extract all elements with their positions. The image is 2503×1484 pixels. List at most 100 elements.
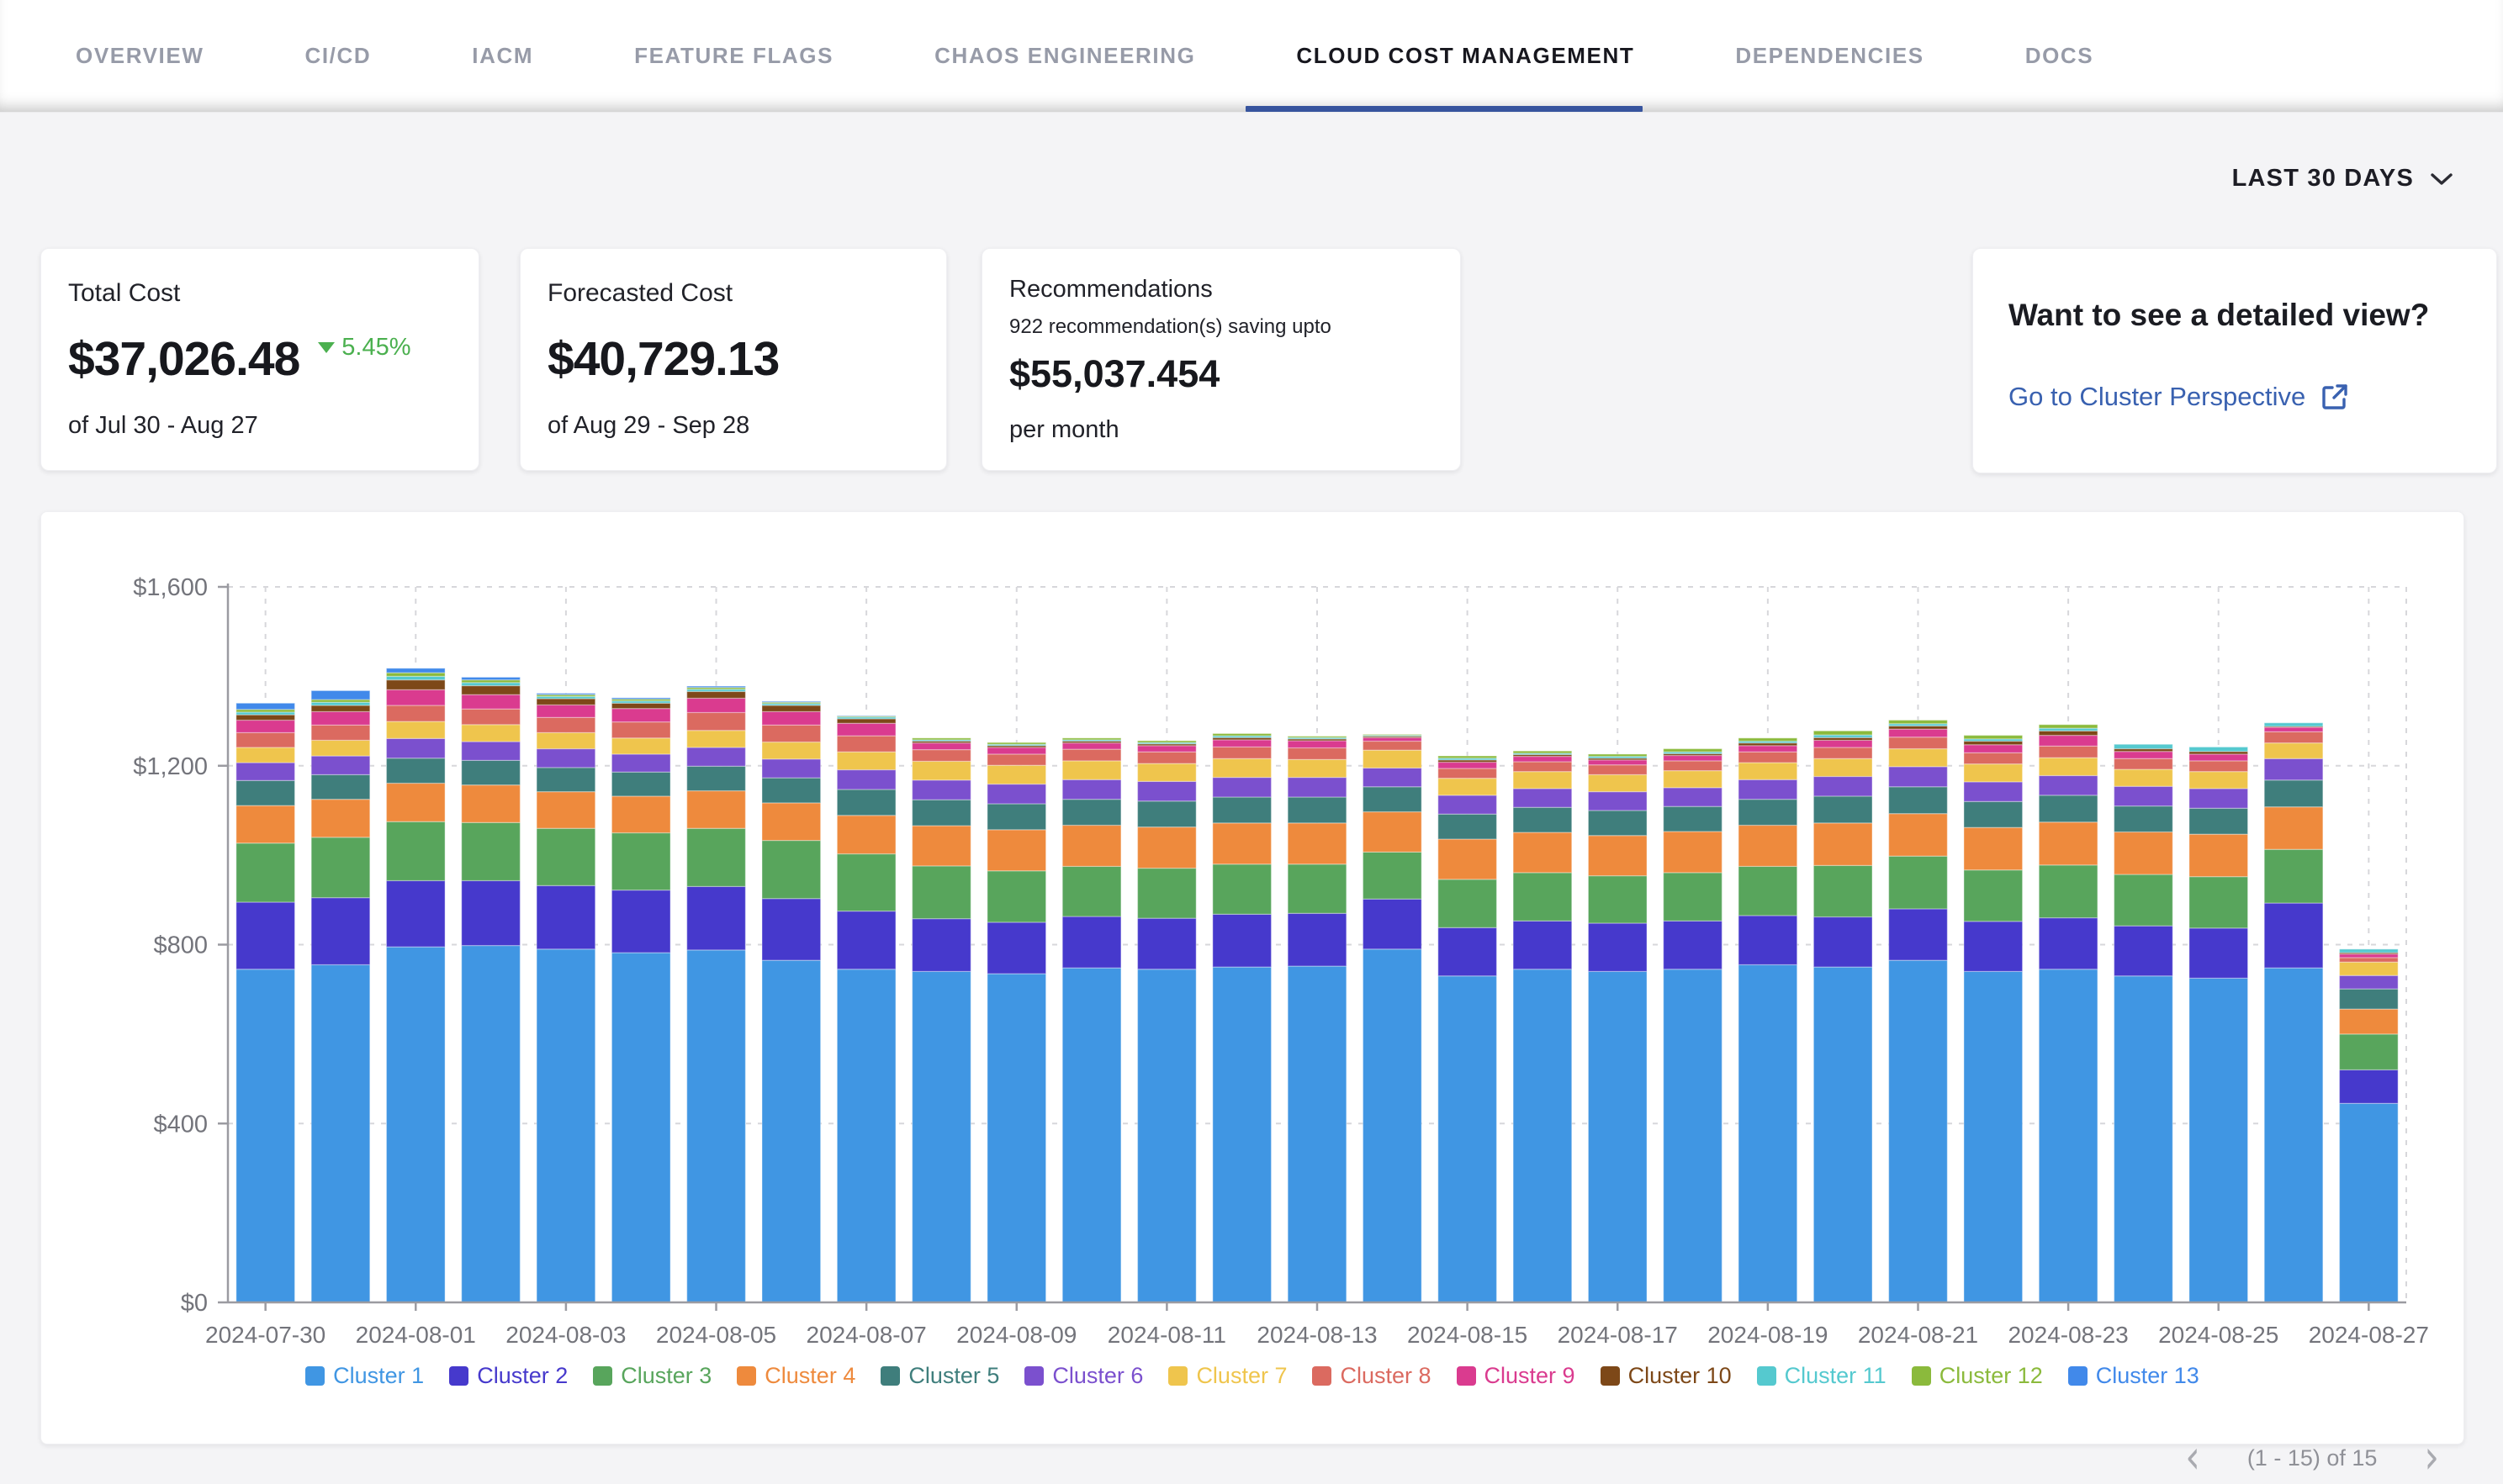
bar-segment[interactable]	[1363, 741, 1421, 750]
bar-segment[interactable]	[1363, 735, 1421, 736]
bar-segment[interactable]	[913, 919, 971, 972]
bar-segment[interactable]	[311, 756, 370, 774]
bar-segment[interactable]	[386, 821, 445, 880]
bar-segment[interactable]	[1363, 737, 1421, 741]
bar-segment[interactable]	[1964, 764, 2023, 782]
legend-item[interactable]: Cluster 5	[881, 1363, 999, 1389]
bar-segment[interactable]	[987, 784, 1046, 804]
bar-segment[interactable]	[1738, 825, 1797, 866]
bar-segment[interactable]	[1664, 921, 1722, 969]
bar-segment[interactable]	[1588, 754, 1647, 757]
bar-segment[interactable]	[1588, 811, 1647, 836]
bar-segment[interactable]	[1288, 741, 1347, 748]
bar-segment[interactable]	[1813, 865, 1872, 916]
bar-segment[interactable]	[1513, 772, 1572, 789]
bar-segment[interactable]	[1438, 762, 1497, 768]
tab-dependencies[interactable]: DEPENDENCIES	[1735, 0, 1924, 112]
bar-segment[interactable]	[1288, 823, 1347, 864]
bar-segment[interactable]	[2189, 928, 2248, 979]
bar-segment[interactable]	[837, 854, 896, 911]
bar-segment[interactable]	[2340, 962, 2399, 975]
bar-segment[interactable]	[2114, 769, 2173, 786]
bar-segment[interactable]	[762, 759, 821, 778]
bar-segment[interactable]	[236, 902, 295, 969]
bar-segment[interactable]	[1889, 737, 1948, 749]
bar-segment[interactable]	[2114, 786, 2173, 805]
legend-item[interactable]: Cluster 2	[449, 1363, 568, 1389]
bar-segment[interactable]	[1513, 789, 1572, 807]
bar-segment[interactable]	[2340, 1069, 2399, 1103]
bar-segment[interactable]	[236, 843, 295, 902]
bar-segment[interactable]	[1363, 768, 1421, 786]
bar-segment[interactable]	[1062, 779, 1121, 799]
bar-segment[interactable]	[1889, 749, 1948, 767]
bar-segment[interactable]	[2340, 975, 2399, 989]
bar-segment[interactable]	[386, 673, 445, 676]
bar-segment[interactable]	[1363, 787, 1421, 812]
bar-segment[interactable]	[1363, 852, 1421, 899]
bar-segment[interactable]	[1964, 741, 2023, 744]
bar-segment[interactable]	[762, 711, 821, 725]
bar-segment[interactable]	[837, 719, 896, 723]
bar-segment[interactable]	[462, 677, 521, 679]
bar-segment[interactable]	[1213, 797, 1272, 823]
bar-segment[interactable]	[2039, 865, 2098, 918]
bar-segment[interactable]	[2114, 806, 2173, 832]
bar-segment[interactable]	[1438, 779, 1497, 795]
bar-segment[interactable]	[1664, 969, 1722, 1302]
bar-segment[interactable]	[1513, 832, 1572, 873]
bar-segment[interactable]	[762, 725, 821, 742]
bar-segment[interactable]	[462, 880, 521, 945]
bar-segment[interactable]	[1738, 800, 1797, 826]
bar-segment[interactable]	[1738, 763, 1797, 779]
bar-segment[interactable]	[611, 703, 670, 708]
legend-item[interactable]: Cluster 10	[1601, 1363, 1732, 1389]
bar-segment[interactable]	[311, 725, 370, 740]
bar-segment[interactable]	[2039, 822, 2098, 865]
bar-segment[interactable]	[1664, 806, 1722, 832]
bar-segment[interactable]	[687, 791, 746, 829]
legend-item[interactable]: Cluster 4	[737, 1363, 855, 1389]
bar-segment[interactable]	[1588, 923, 1647, 971]
bar-segment[interactable]	[1438, 839, 1497, 879]
bar-segment[interactable]	[987, 765, 1046, 784]
bar-segment[interactable]	[537, 749, 595, 768]
bar-segment[interactable]	[2264, 758, 2323, 780]
bar-segment[interactable]	[2189, 978, 2248, 1302]
bar-segment[interactable]	[1062, 968, 1121, 1302]
bar-segment[interactable]	[1813, 777, 1872, 796]
bar-segment[interactable]	[1588, 792, 1647, 811]
bar-segment[interactable]	[1288, 747, 1347, 759]
bar-segment[interactable]	[837, 816, 896, 854]
bar-segment[interactable]	[837, 911, 896, 969]
bar-segment[interactable]	[1738, 779, 1797, 799]
bar-segment[interactable]	[687, 828, 746, 886]
bar-segment[interactable]	[1288, 737, 1347, 738]
bar-segment[interactable]	[687, 886, 746, 950]
bar-segment[interactable]	[1062, 866, 1121, 916]
bar-segment[interactable]	[462, 725, 521, 742]
bar-segment[interactable]	[236, 763, 295, 780]
bar-segment[interactable]	[1664, 771, 1722, 788]
bar-segment[interactable]	[462, 946, 521, 1302]
bar-segment[interactable]	[987, 747, 1046, 754]
bar-segment[interactable]	[1213, 823, 1272, 864]
bar-segment[interactable]	[1363, 812, 1421, 853]
bar-segment[interactable]	[687, 698, 746, 712]
bar-segment[interactable]	[1138, 781, 1197, 800]
tab-docs[interactable]: DOCS	[2025, 0, 2094, 112]
chevron-left-icon[interactable]: ‹	[2185, 1435, 2200, 1481]
bar-segment[interactable]	[2039, 736, 2098, 747]
bar-segment[interactable]	[2114, 926, 2173, 976]
bar-segment[interactable]	[386, 758, 445, 784]
bar-segment[interactable]	[386, 705, 445, 721]
bar-segment[interactable]	[2114, 758, 2173, 769]
bar-segment[interactable]	[1213, 778, 1272, 797]
legend-item[interactable]: Cluster 12	[1912, 1363, 2043, 1389]
bar-segment[interactable]	[1138, 741, 1197, 742]
bar-segment[interactable]	[2264, 743, 2323, 759]
bar-segment[interactable]	[386, 668, 445, 673]
legend-item[interactable]: Cluster 3	[593, 1363, 712, 1389]
bar-segment[interactable]	[1062, 800, 1121, 826]
bar-segment[interactable]	[1213, 758, 1272, 777]
